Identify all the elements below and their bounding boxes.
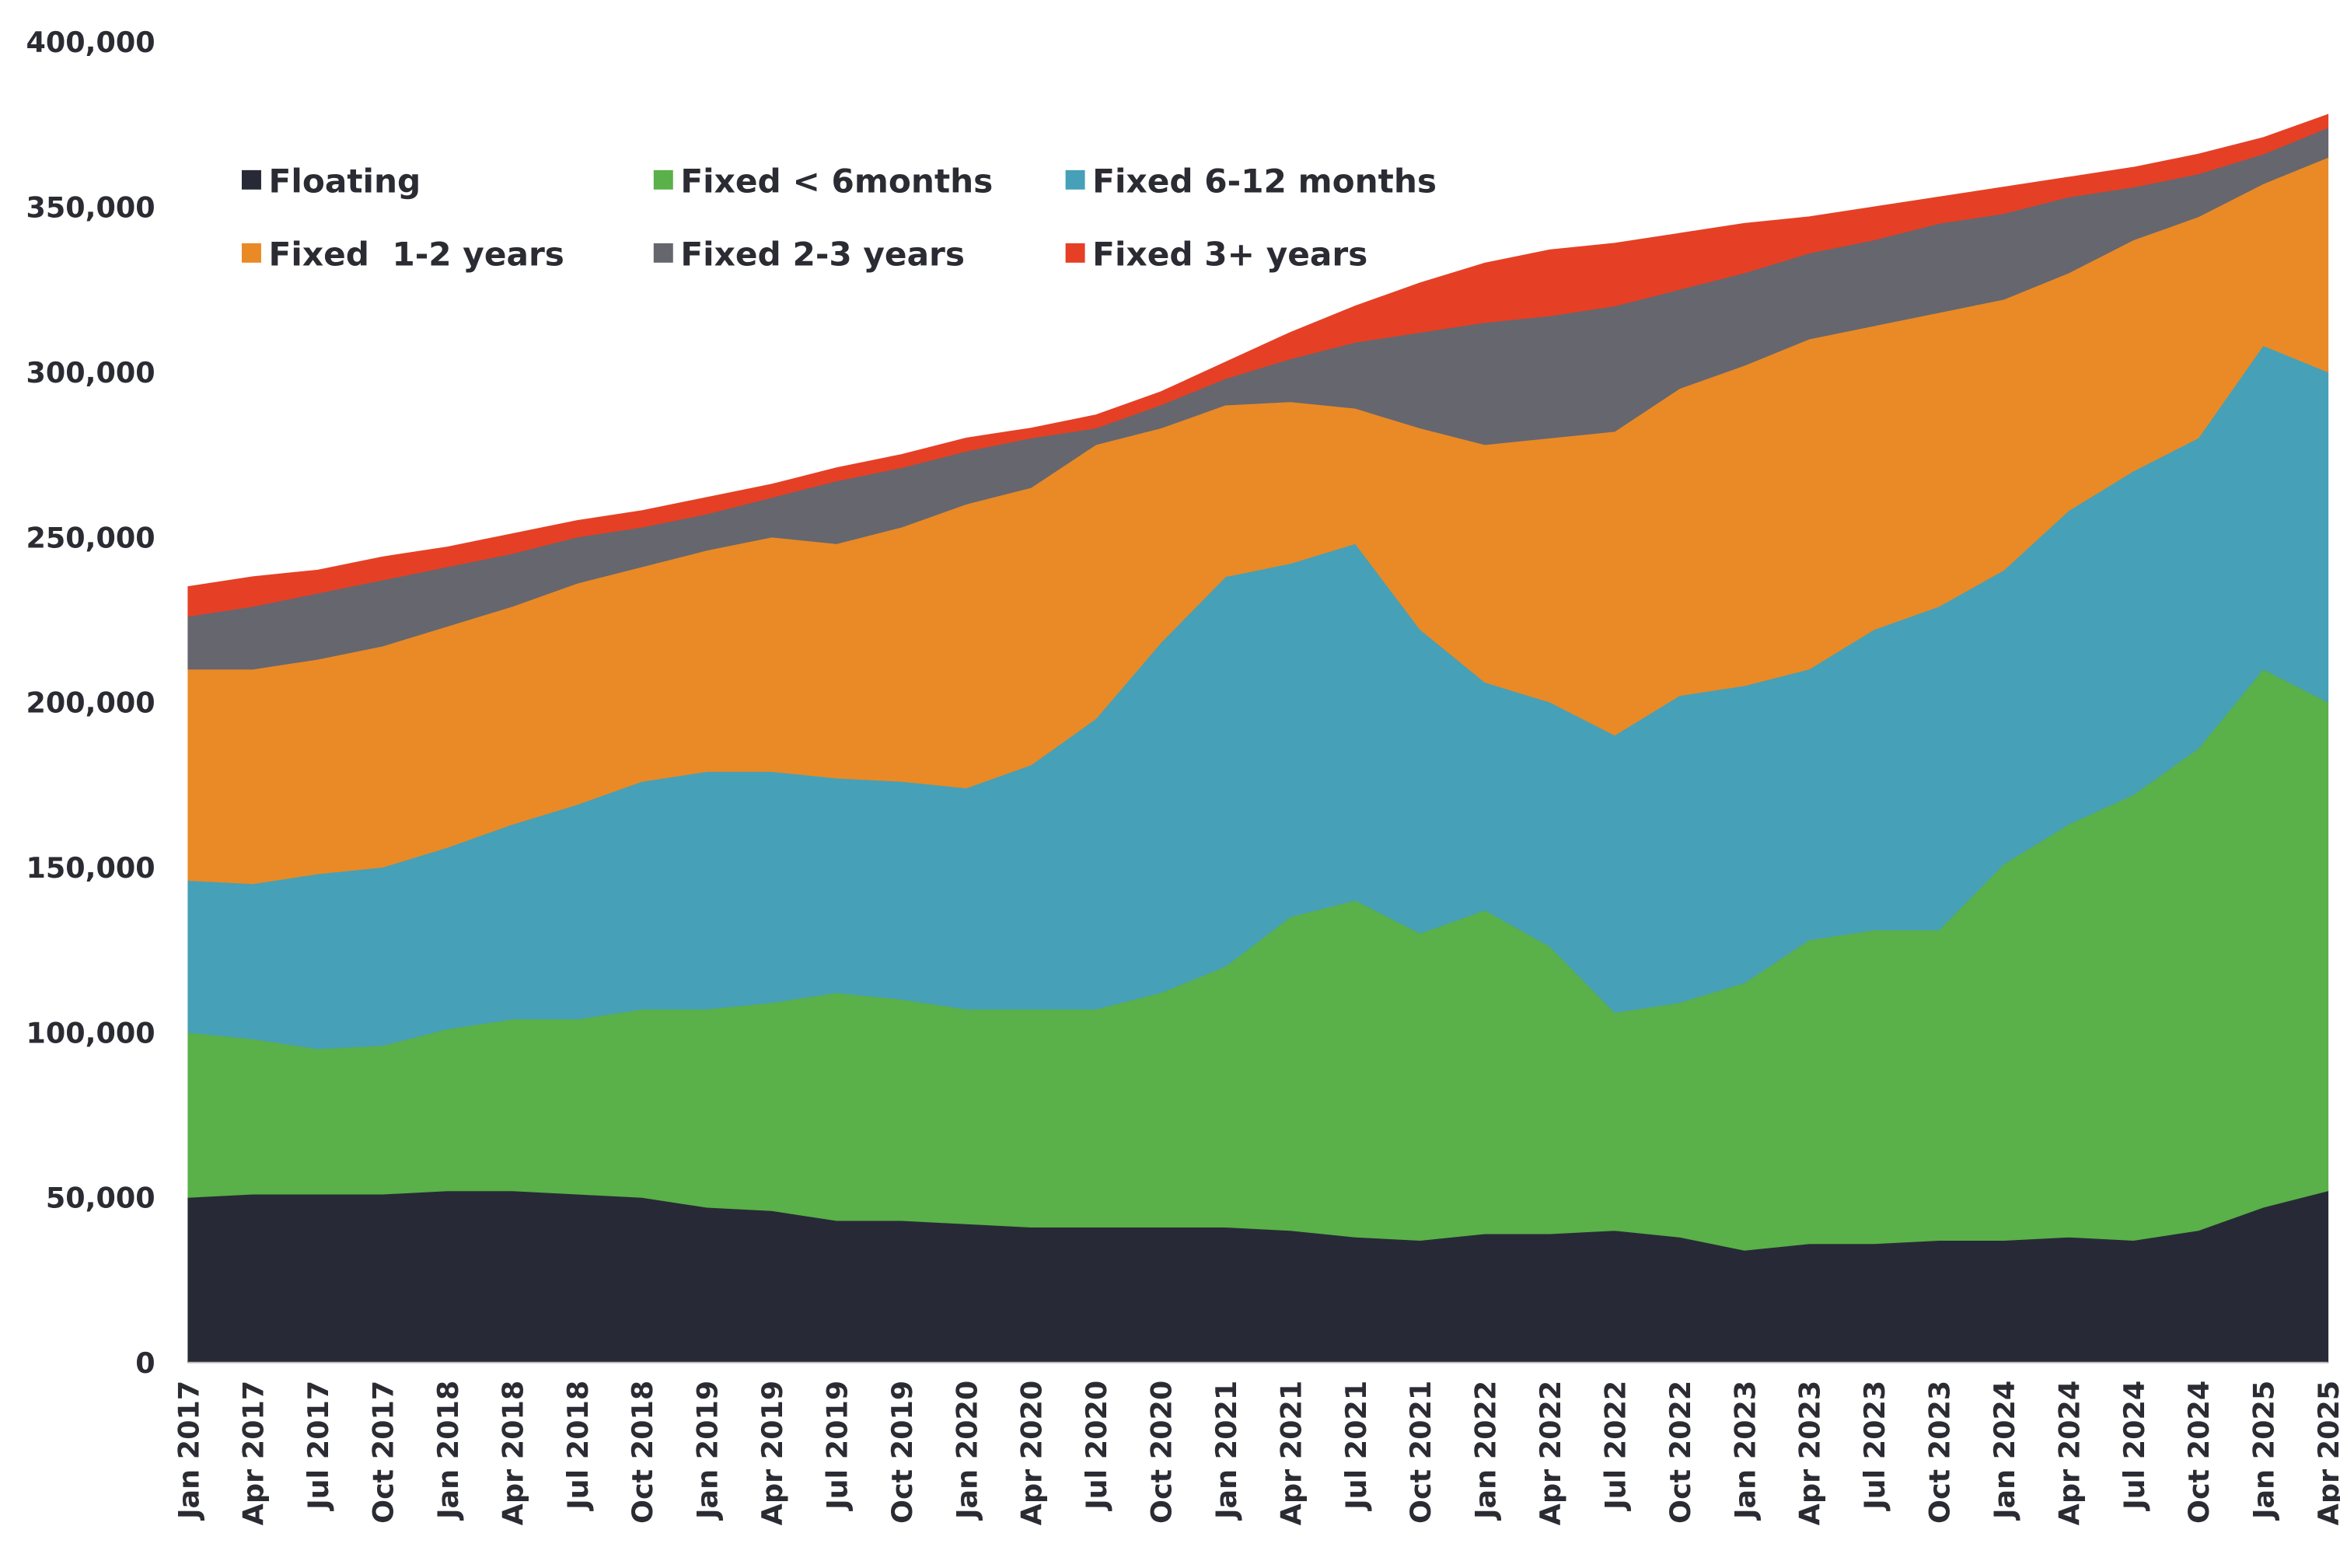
- legend-label: Fixed 6-12 months: [1092, 162, 1437, 201]
- y-tick-label: 300,000: [26, 356, 155, 389]
- y-tick-label: 400,000: [26, 26, 155, 59]
- x-tick-label: Jul 2024: [2118, 1381, 2151, 1512]
- x-tick-label: Jul 2019: [820, 1381, 854, 1512]
- x-tick-label: Jul 2022: [1598, 1381, 1632, 1512]
- legend-label: Fixed 3+ years: [1092, 236, 1367, 274]
- legend-label: Fixed 2-3 years: [680, 236, 965, 274]
- x-tick-label: Jan 2024: [1988, 1381, 2021, 1521]
- y-tick-label: 250,000: [26, 521, 155, 554]
- y-tick-label: 50,000: [46, 1182, 155, 1215]
- x-tick-label: Jan 2025: [2247, 1381, 2281, 1521]
- x-tick-label: Apr 2025: [2312, 1381, 2340, 1526]
- y-tick-label: 150,000: [26, 851, 155, 885]
- x-tick-label: Apr 2021: [1274, 1381, 1308, 1526]
- y-tick-label: 100,000: [26, 1016, 155, 1049]
- x-tick-label: Jan 2018: [431, 1381, 465, 1521]
- x-tick-label: Oct 2022: [1664, 1381, 1697, 1524]
- x-tick-label: Apr 2017: [237, 1381, 271, 1526]
- x-tick-label: Jan 2021: [1210, 1381, 1243, 1521]
- legend-swatch: [653, 169, 673, 190]
- x-tick-label: Jul 2018: [561, 1381, 595, 1512]
- y-tick-label: 0: [135, 1346, 155, 1380]
- y-tick-label: 350,000: [26, 191, 155, 225]
- x-tick-label: Jul 2023: [1858, 1381, 1891, 1512]
- x-tick-label: Apr 2018: [496, 1381, 529, 1526]
- legend-swatch: [241, 243, 261, 263]
- x-tick-label: Apr 2019: [756, 1381, 789, 1526]
- x-tick-label: Jan 2023: [1728, 1381, 1762, 1521]
- x-tick-label: Apr 2020: [1015, 1381, 1049, 1526]
- x-tick-label: Jan 2019: [691, 1381, 725, 1521]
- x-tick-label: Jul 2020: [1080, 1381, 1113, 1512]
- legend-label: Fixed < 6months: [680, 162, 993, 201]
- x-tick-label: Oct 2021: [1404, 1381, 1437, 1524]
- x-tick-label: Apr 2024: [2052, 1381, 2086, 1526]
- legend-swatch: [1065, 243, 1085, 263]
- area: [187, 113, 2329, 617]
- legend-swatch: [241, 169, 261, 190]
- x-tick-label: Oct 2018: [626, 1381, 659, 1524]
- x-tick-label: Oct 2020: [1145, 1381, 1179, 1524]
- x-tick-label: Oct 2023: [1923, 1381, 1957, 1524]
- x-tick-label: Apr 2023: [1793, 1381, 1827, 1526]
- legend: Floating Fixed < 6months Fixed 6-12 months…: [241, 162, 1437, 274]
- legend-label: Fixed 1-2 years: [269, 236, 564, 274]
- x-tick-label: Jan 2022: [1469, 1381, 1503, 1521]
- legend-swatch: [1065, 169, 1085, 190]
- y-tick-label: 200,000: [26, 686, 155, 720]
- x-tick-label: Oct 2017: [367, 1381, 400, 1524]
- legend-label: Floating: [269, 162, 421, 201]
- x-tick-label: Oct 2024: [2182, 1381, 2216, 1524]
- x-tick-label: Jul 2021: [1339, 1381, 1373, 1512]
- x-tick-label: Jul 2017: [302, 1381, 335, 1512]
- legend-swatch: [653, 243, 673, 263]
- x-tick-label: Jan 2017: [172, 1381, 205, 1521]
- x-tick-label: Oct 2019: [885, 1381, 919, 1524]
- x-tick-label: Apr 2022: [1534, 1381, 1567, 1526]
- x-tick-label: Jan 2020: [950, 1381, 983, 1521]
